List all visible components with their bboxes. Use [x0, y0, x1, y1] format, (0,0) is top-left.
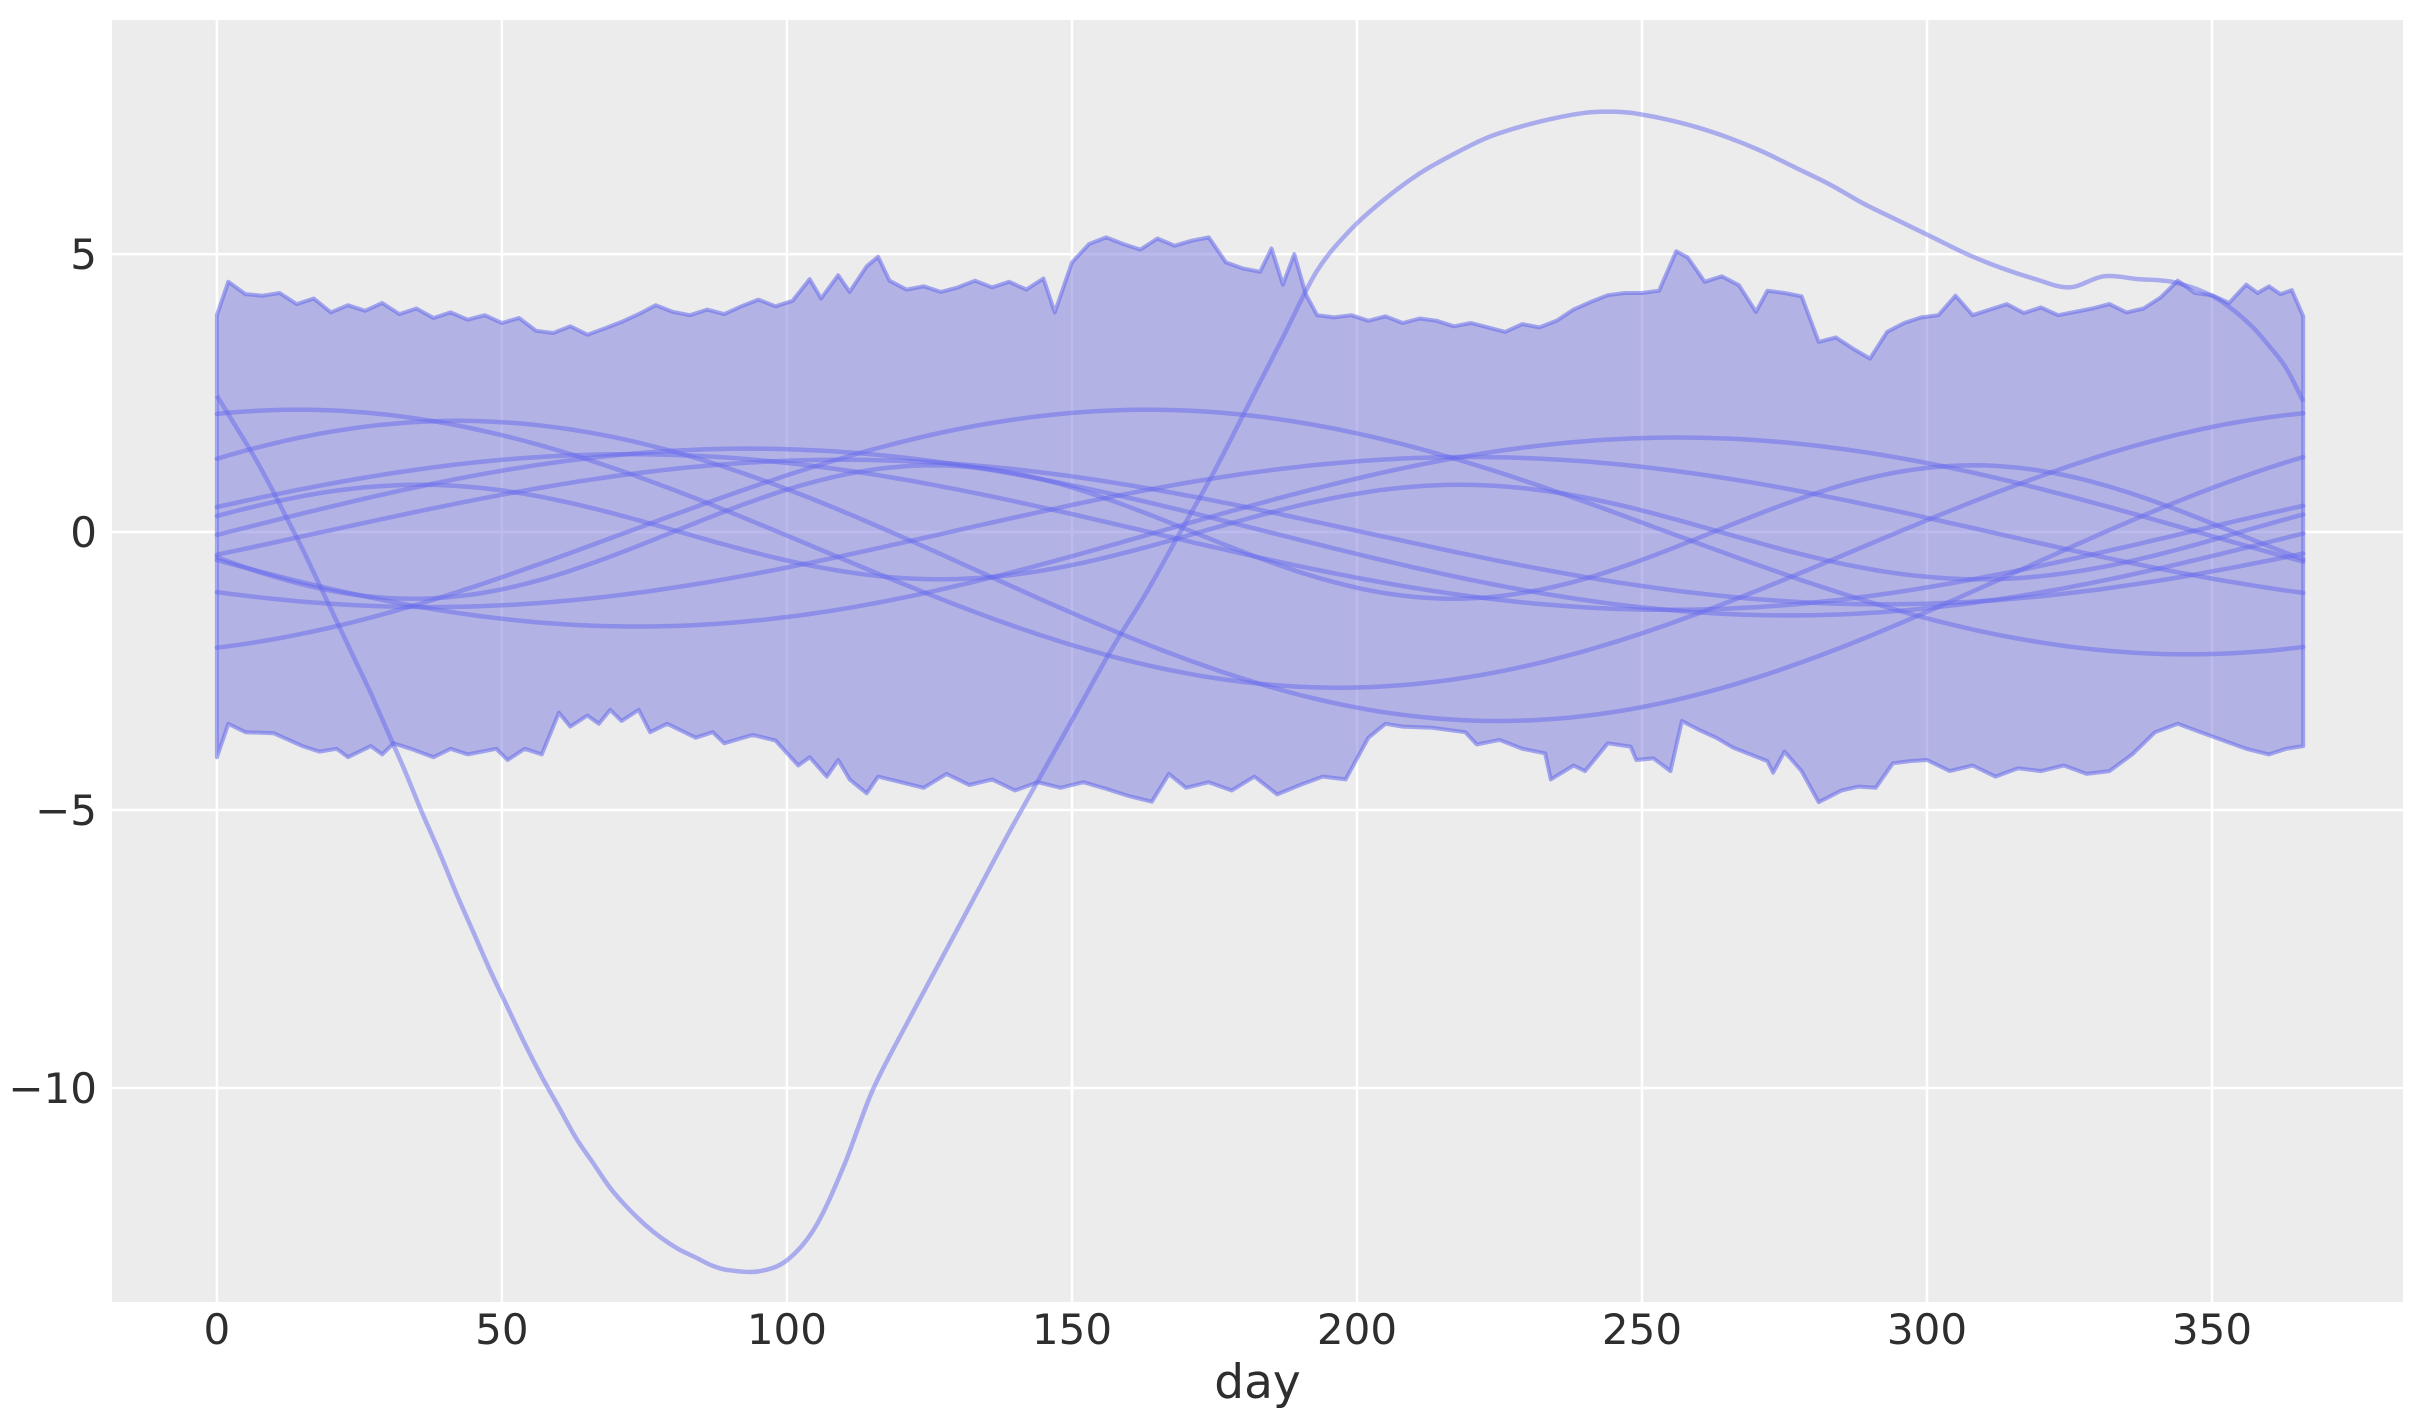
series-line-s6	[214, 418, 2306, 724]
series-line-s7	[214, 457, 2306, 607]
series-lines	[214, 407, 2306, 724]
series-line-s8	[214, 435, 2306, 629]
confidence-band	[214, 235, 2306, 805]
x-tick-labels: 0 50 100 150 200 250 300 350	[204, 1305, 2253, 1354]
x-axis-label: day	[1214, 1355, 1300, 1410]
x-tick-label: 0	[204, 1305, 231, 1354]
series-line-s9	[214, 407, 2306, 657]
y-tick-labels: 5 0 −5 −10	[8, 230, 97, 1113]
x-tick-label: 300	[1887, 1305, 1967, 1354]
x-tick-label: 150	[1032, 1305, 1112, 1354]
x-tick-label: 350	[2172, 1305, 2252, 1354]
series-line-s4	[214, 463, 2306, 601]
y-tick-label: −5	[35, 786, 97, 835]
series-line-s10	[214, 454, 2306, 610]
x-tick-label: 50	[475, 1305, 528, 1354]
x-tick-label: 200	[1317, 1305, 1397, 1354]
y-tick-label: −10	[8, 1064, 97, 1113]
y-tick-label: 5	[70, 230, 97, 279]
x-tick-label: 100	[747, 1305, 827, 1354]
x-tick-label: 250	[1602, 1305, 1682, 1354]
y-tick-label: 0	[70, 508, 97, 557]
series-line-s3	[214, 482, 2306, 582]
anomaly-line	[214, 109, 2306, 1275]
series-line-s5	[214, 446, 2306, 618]
